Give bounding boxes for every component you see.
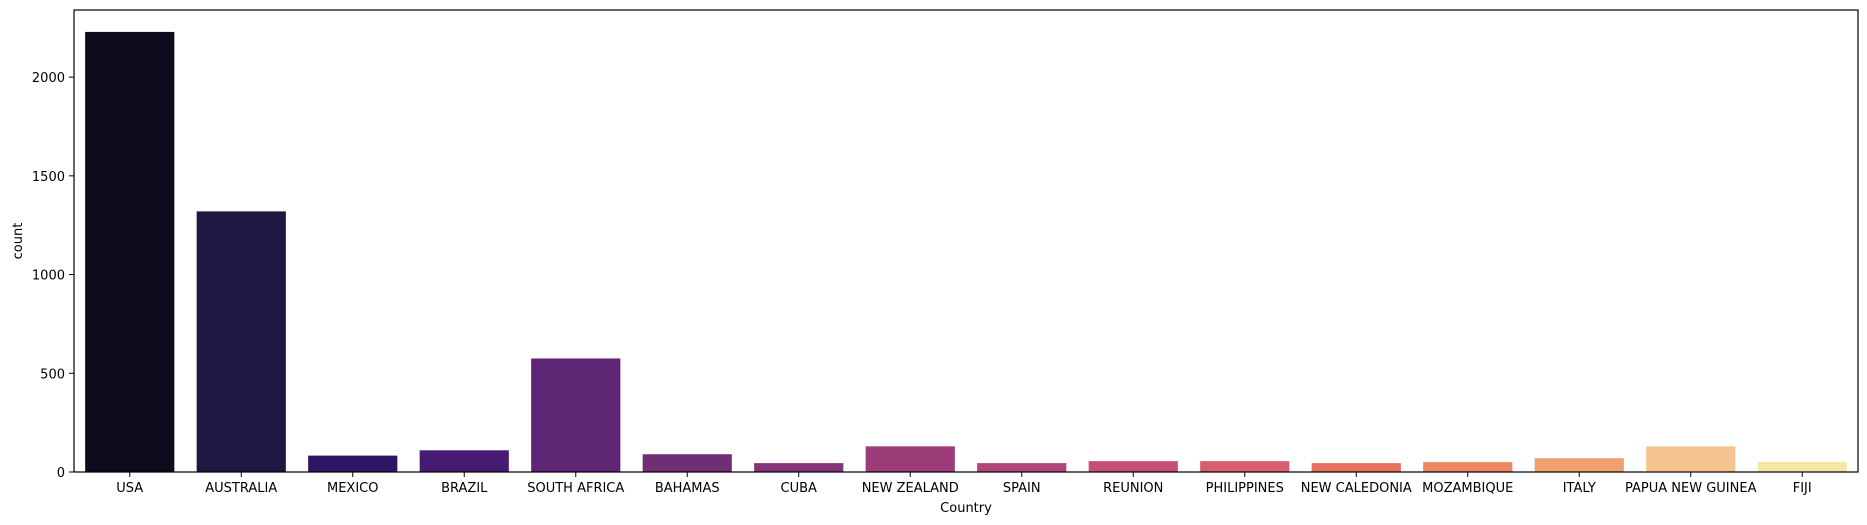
x-tick-label: PHILIPPINES [1206, 481, 1284, 496]
bar-new-caledonia [1311, 463, 1401, 472]
y-axis-ticks: 0 500 1000 1500 2000 [32, 71, 74, 481]
x-tick-label: BAHAMAS [655, 481, 720, 496]
bar-mozambique [1423, 462, 1513, 472]
y-tick-label: 1500 [32, 170, 65, 185]
plot-frame [73, 9, 1859, 473]
x-tick-label: PAPUA NEW GUINEA [1625, 481, 1757, 496]
bar-bahamas [642, 454, 732, 472]
y-tick-label: 500 [40, 367, 65, 382]
bar-brazil [419, 450, 509, 472]
bar-cuba [754, 463, 844, 472]
y-axis-label: count [11, 223, 26, 260]
x-tick-label: FIJI [1793, 481, 1812, 496]
x-tick-label: REUNION [1103, 481, 1163, 496]
bar-reunion [1088, 461, 1178, 472]
x-tick-label: AUSTRALIA [205, 481, 277, 496]
bar-australia [196, 211, 286, 472]
x-tick-label: CUBA [781, 481, 818, 496]
x-tick-label: BRAZIL [441, 481, 488, 496]
bar-south-africa [531, 358, 621, 472]
y-tick-label: 0 [57, 466, 65, 481]
bar-fiji [1757, 462, 1847, 472]
bar-new-zealand [865, 446, 955, 472]
y-tick-label: 1000 [32, 269, 65, 284]
x-tick-label: SOUTH AFRICA [527, 481, 624, 496]
x-tick-label: MOZAMBIQUE [1422, 481, 1513, 496]
x-axis-ticks: USA AUSTRALIA MEXICO BRAZIL SOUTH AFRICA BAHA… [116, 472, 1812, 496]
bar-usa [85, 31, 175, 473]
x-axis-label: Country [940, 501, 992, 516]
x-tick-label: NEW ZEALAND [862, 481, 959, 496]
x-tick-label: ITALY [1563, 481, 1596, 496]
bar-spain [977, 463, 1067, 472]
x-tick-label: SPAIN [1003, 481, 1041, 496]
bars-group [85, 31, 1847, 473]
y-tick-label: 2000 [32, 71, 65, 86]
x-tick-label: USA [116, 481, 143, 496]
bar-philippines [1200, 461, 1290, 472]
bar-italy [1534, 458, 1624, 472]
bar-mexico [308, 455, 398, 472]
x-tick-label: MEXICO [327, 481, 378, 496]
x-tick-label: NEW CALEDONIA [1301, 481, 1412, 496]
bar-papua-new-guinea [1646, 446, 1736, 472]
